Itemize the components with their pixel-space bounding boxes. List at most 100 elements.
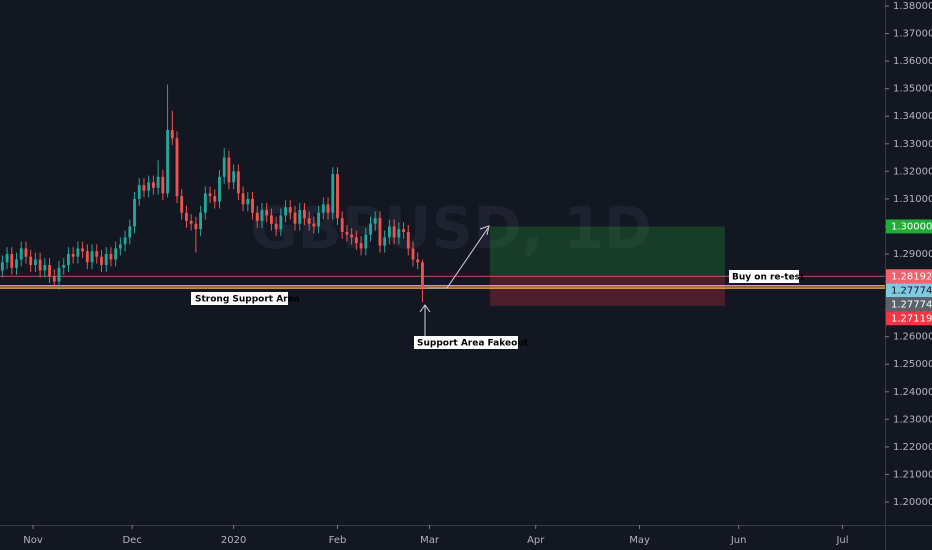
- price-badge-label: 1.27774: [891, 285, 932, 296]
- candle-body: [274, 223, 278, 230]
- y-tick-label: 1.38000: [893, 1, 932, 12]
- candle-body: [114, 248, 118, 260]
- candle-body: [81, 248, 85, 252]
- projection-arrow: [428, 227, 489, 289]
- annotation: Buy on re-test: [732, 273, 805, 283]
- candle-body: [232, 171, 236, 183]
- candle-body: [284, 207, 287, 216]
- candle-body: [118, 244, 122, 249]
- candle-body: [175, 138, 179, 197]
- candle-body: [373, 218, 377, 224]
- candle-body: [67, 254, 70, 266]
- candle-body: [421, 262, 424, 288]
- candle-body: [43, 265, 47, 271]
- arrow-head: [479, 225, 490, 236]
- candle-body: [137, 185, 141, 199]
- price-badge-label: 1.27774: [891, 299, 932, 310]
- candle-body: [156, 176, 160, 188]
- candle-body: [133, 198, 136, 227]
- candle-body: [85, 251, 89, 263]
- candle-body: [185, 212, 188, 221]
- support-zone: [0, 285, 885, 289]
- y-tick-label: 1.23000: [893, 414, 932, 425]
- candle-body: [57, 267, 61, 282]
- candle-body: [24, 248, 28, 257]
- y-tick-label: 1.25000: [893, 359, 932, 370]
- price-badge-label: 1.28192: [891, 271, 932, 282]
- candle-body: [90, 251, 94, 263]
- candle-body: [19, 248, 23, 260]
- candle-body: [0, 262, 4, 271]
- candle-body: [336, 174, 339, 219]
- y-tick-label: 1.31000: [893, 194, 932, 205]
- y-tick-label: 1.36000: [893, 56, 932, 67]
- candle-body: [350, 234, 354, 238]
- annotation: Strong Support Area: [195, 295, 300, 305]
- y-tick-label: 1.33000: [893, 139, 932, 150]
- candle-body: [218, 176, 221, 202]
- candle-body: [312, 223, 316, 227]
- profit-zone: [489, 226, 725, 277]
- price-badge-label: 1.30000: [891, 221, 932, 232]
- candle-body: [15, 259, 18, 268]
- y-tick-label: 1.37000: [893, 29, 932, 40]
- x-tick-label: Apr: [527, 535, 545, 546]
- candle-body: [288, 207, 292, 213]
- candle-body: [199, 212, 203, 230]
- candle-body: [147, 182, 151, 191]
- candle-body: [387, 226, 391, 238]
- candle-body: [95, 251, 99, 257]
- candle-body: [222, 157, 226, 177]
- plot: [0, 84, 885, 306]
- candle-body: [123, 237, 127, 245]
- candle-body: [33, 259, 37, 266]
- price-badge: [886, 311, 932, 326]
- y-tick-label: 1.32000: [893, 166, 932, 177]
- candle-body: [104, 254, 108, 266]
- candle-body: [170, 130, 174, 139]
- x-tick-label: May: [629, 535, 650, 546]
- candle-body: [151, 182, 155, 188]
- candle-body: [194, 223, 198, 230]
- y-tick-label: 1.26000: [893, 332, 932, 343]
- y-tick-label: 1.22000: [893, 442, 932, 453]
- candle-body: [269, 215, 273, 224]
- y-tick-label: 1.24000: [893, 387, 932, 398]
- x-tick-label: Feb: [329, 535, 347, 546]
- candle-body: [331, 174, 335, 213]
- candle-body: [279, 215, 283, 230]
- candle-body: [378, 218, 382, 246]
- price-badge: [886, 283, 932, 298]
- candle-body: [5, 254, 9, 263]
- loss-zone: [489, 276, 725, 306]
- annotation-box: [729, 270, 799, 283]
- watermark: GBPUSD, 1D: [250, 194, 652, 262]
- y-tick-label: 1.35000: [893, 84, 932, 95]
- annotation: Support Area Fakeout: [417, 339, 529, 349]
- candle-body: [241, 193, 245, 205]
- y-tick-label: 1.34000: [893, 111, 932, 122]
- candle-body: [10, 254, 14, 268]
- candle-body: [128, 226, 132, 238]
- candle-body: [317, 212, 321, 227]
- candle-body: [213, 196, 217, 202]
- price-badge-label: 1.27119: [891, 313, 932, 324]
- x-tick-label: Nov: [23, 535, 43, 546]
- candle-body: [364, 234, 368, 249]
- annotation-box: [191, 292, 288, 305]
- candle-body: [307, 218, 311, 224]
- candle-body: [142, 185, 146, 191]
- x-tick-label: Dec: [122, 535, 141, 546]
- candle-body: [203, 193, 207, 213]
- y-tick-label: 1.29000: [893, 249, 932, 260]
- candle-body: [71, 254, 75, 257]
- candle-body: [411, 248, 415, 260]
- candle-body: [383, 237, 387, 246]
- candle-body: [326, 204, 330, 213]
- candle-body: [369, 223, 372, 235]
- candle-body: [180, 196, 184, 213]
- candle-body: [189, 220, 193, 224]
- candle-body: [354, 237, 358, 243]
